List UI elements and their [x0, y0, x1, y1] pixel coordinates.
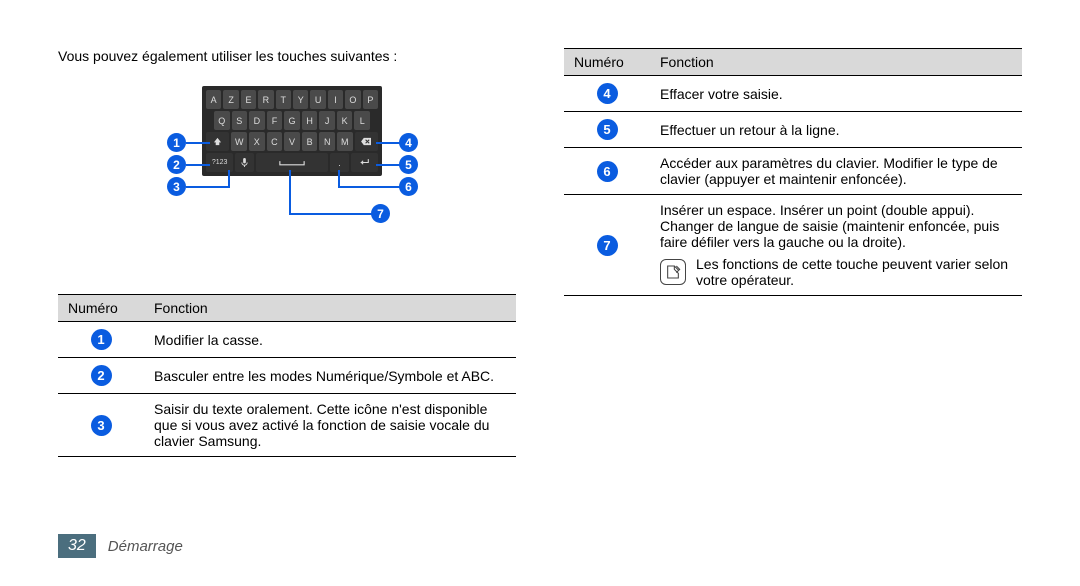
callout-7: 7 — [371, 204, 390, 223]
table-row: 3 Saisir du texte oralement. Cette icône… — [58, 394, 516, 457]
note-icon — [660, 259, 686, 285]
row-fn: Basculer entre les modes Numérique/Symbo… — [144, 358, 516, 394]
footer: 32 Démarrage — [58, 534, 183, 558]
right-function-table: Numéro Fonction 4 Effacer votre saisie. … — [564, 48, 1022, 296]
key: G — [284, 111, 300, 130]
key: P — [363, 90, 378, 109]
key: Z — [223, 90, 238, 109]
key: O — [345, 90, 360, 109]
enter-key — [351, 153, 378, 172]
key: H — [302, 111, 318, 130]
backspace-key — [355, 132, 378, 151]
key: U — [310, 90, 325, 109]
key: R — [258, 90, 273, 109]
col-fonction: Fonction — [144, 295, 516, 322]
row-number: 6 — [597, 161, 618, 182]
key: K — [337, 111, 353, 130]
row-fn: Accéder aux paramètres du clavier. Modif… — [650, 148, 1022, 195]
callout-3: 3 — [167, 177, 186, 196]
key: L — [354, 111, 370, 130]
callout-6: 6 — [399, 177, 418, 196]
table-row: 2 Basculer entre les modes Numérique/Sym… — [58, 358, 516, 394]
callout-5: 5 — [399, 155, 418, 174]
key: B — [302, 132, 318, 151]
row-number: 2 — [91, 365, 112, 386]
key: F — [267, 111, 283, 130]
callout-2: 2 — [167, 155, 186, 174]
row-fn-text: Insérer un espace. Insérer un point (dou… — [660, 202, 1012, 250]
section-title: Démarrage — [108, 538, 183, 555]
page-number: 32 — [58, 534, 96, 558]
table-row: 7 Insérer un espace. Insérer un point (d… — [564, 195, 1022, 296]
row-fn: Saisir du texte oralement. Cette icône n… — [144, 394, 516, 457]
key: I — [328, 90, 343, 109]
key: T — [276, 90, 291, 109]
key: N — [319, 132, 335, 151]
row-fn: Effacer votre saisie. — [650, 76, 1022, 112]
key: J — [319, 111, 335, 130]
key: A — [206, 90, 221, 109]
table-row: 1 Modifier la casse. — [58, 322, 516, 358]
callout-1: 1 — [167, 133, 186, 152]
key: W — [231, 132, 247, 151]
col-fonction: Fonction — [650, 49, 1022, 76]
key: Y — [293, 90, 308, 109]
keyboard-diagram: A Z E R T Y U I O P Q S D — [58, 86, 516, 266]
col-numero: Numéro — [564, 49, 650, 76]
row-number: 5 — [597, 119, 618, 140]
callout-4: 4 — [399, 133, 418, 152]
left-function-table: Numéro Fonction 1 Modifier la casse. 2 B… — [58, 294, 516, 457]
row-fn: Insérer un espace. Insérer un point (dou… — [650, 195, 1022, 296]
table-row: 4 Effacer votre saisie. — [564, 76, 1022, 112]
row-number: 1 — [91, 329, 112, 350]
key: M — [337, 132, 353, 151]
key: D — [249, 111, 265, 130]
space-key — [256, 153, 329, 172]
table-row: 6 Accéder aux paramètres du clavier. Mod… — [564, 148, 1022, 195]
col-numero: Numéro — [58, 295, 144, 322]
key: Q — [214, 111, 230, 130]
key: S — [232, 111, 248, 130]
mic-key — [235, 153, 253, 172]
row-number: 4 — [597, 83, 618, 104]
row-note: Les fonctions de cette touche peuvent va… — [696, 256, 1012, 288]
key: E — [241, 90, 256, 109]
intro-text: Vous pouvez également utiliser les touch… — [58, 48, 516, 64]
row-number: 3 — [91, 415, 112, 436]
row-number: 7 — [597, 235, 618, 256]
table-row: 5 Effectuer un retour à la ligne. — [564, 112, 1022, 148]
key: V — [284, 132, 300, 151]
row-fn: Modifier la casse. — [144, 322, 516, 358]
key: C — [267, 132, 283, 151]
row-fn: Effectuer un retour à la ligne. — [650, 112, 1022, 148]
key: X — [249, 132, 265, 151]
